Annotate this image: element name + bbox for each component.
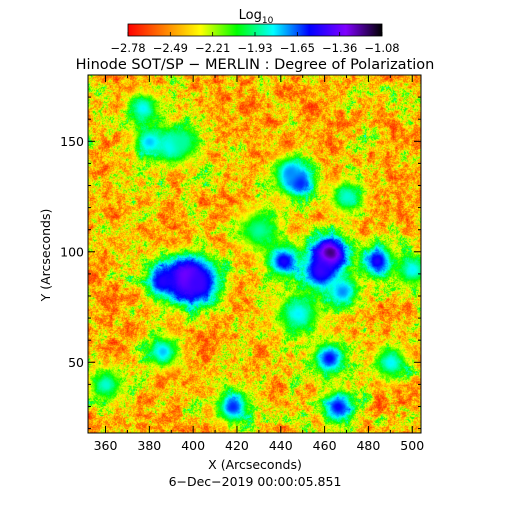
x-tick-label: 400 bbox=[181, 438, 205, 453]
colorbar-tick-label: −2.21 bbox=[195, 41, 230, 55]
y-tick-label: 100 bbox=[60, 244, 84, 259]
colorbar-tick-label: −1.65 bbox=[280, 41, 315, 55]
y-tick-label: 50 bbox=[68, 355, 84, 370]
colorbar-label-sub: 10 bbox=[262, 16, 274, 26]
x-tick-label: 460 bbox=[313, 438, 337, 453]
colorbar-ticks bbox=[127, 32, 383, 36]
x-tick-label: 360 bbox=[94, 438, 118, 453]
colorbar-tick-labels: −2.78 −2.49 −2.21 −1.93 −1.65 −1.36 −1.08 bbox=[110, 41, 399, 55]
chart-title: Hinode SOT/SP − MERLIN : Degree of Polar… bbox=[76, 57, 435, 73]
y-axis-label: Y (Arcseconds) bbox=[38, 209, 53, 303]
x-tick-label: 500 bbox=[400, 438, 424, 453]
y-tick-label: 150 bbox=[60, 134, 84, 149]
x-axis-tick-labels: 360 380 400 420 440 460 480 500 bbox=[94, 438, 425, 453]
colorbar-label-main: Log bbox=[239, 8, 262, 23]
x-axis-ticks bbox=[105, 75, 413, 433]
x-axis-label: X (Arcseconds) bbox=[208, 457, 302, 472]
plot-frame bbox=[87, 74, 422, 434]
colorbar-tick-label: −1.36 bbox=[322, 41, 357, 55]
colorbar-label: Log10 bbox=[239, 8, 274, 26]
colorbar-tick-label: −2.78 bbox=[110, 41, 145, 55]
x-tick-label: 480 bbox=[356, 438, 380, 453]
timestamp: 6−Dec−2019 00:00:05.851 bbox=[169, 474, 342, 489]
colorbar-tick-label: −1.93 bbox=[237, 41, 272, 55]
y-axis-ticks bbox=[88, 74, 421, 430]
x-tick-label: 440 bbox=[269, 438, 293, 453]
x-tick-label: 380 bbox=[137, 438, 161, 453]
y-axis-tick-labels: 50 100 150 bbox=[60, 134, 84, 370]
x-tick-label: 420 bbox=[225, 438, 249, 453]
heatmap-image bbox=[88, 75, 421, 433]
colorbar-tick-label: −1.08 bbox=[364, 41, 399, 55]
colorbar-tick-label: −2.49 bbox=[153, 41, 188, 55]
